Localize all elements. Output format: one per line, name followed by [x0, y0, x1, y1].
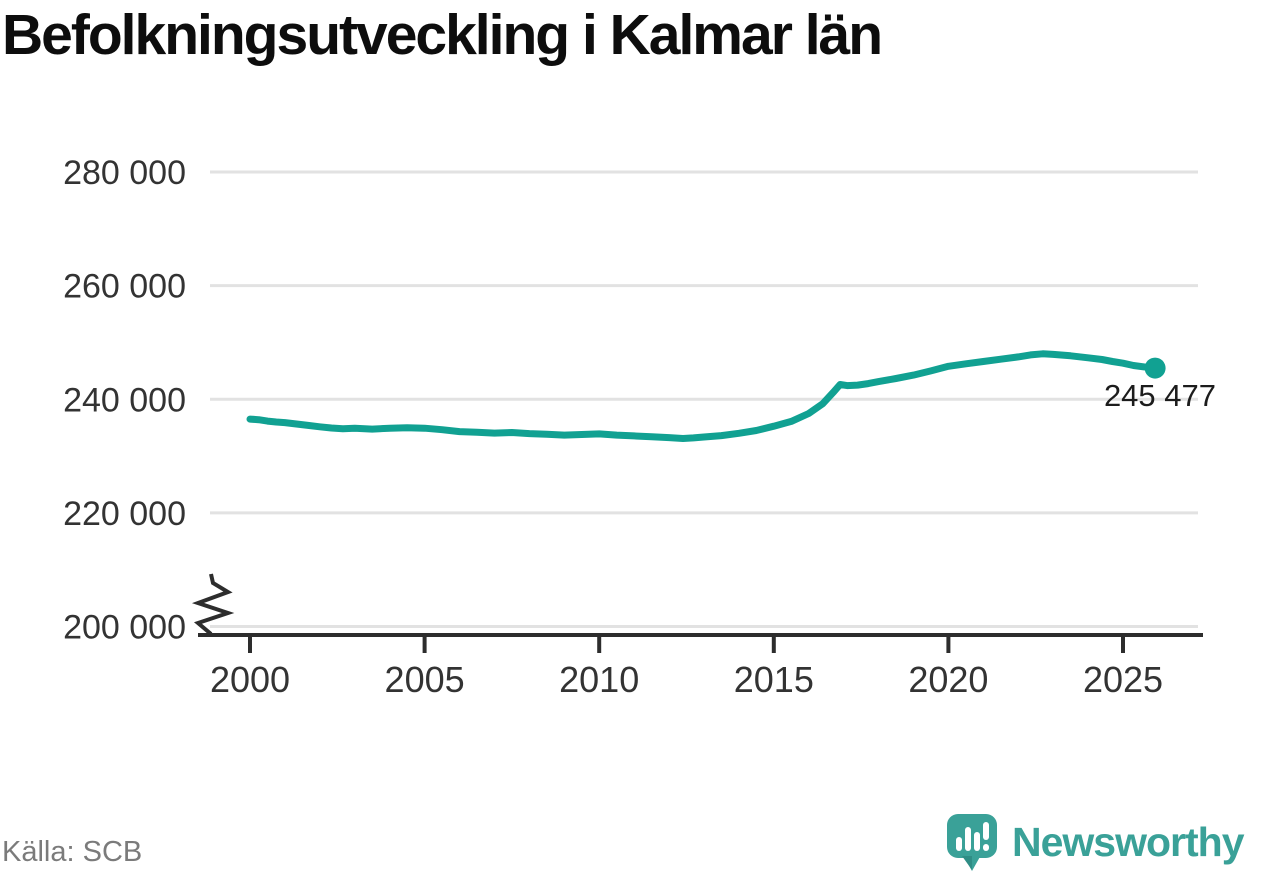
page-title: Befolkningsutveckling i Kalmar län: [2, 3, 883, 67]
x-tick-label: 2025: [1083, 659, 1163, 700]
population-line: [246, 350, 1159, 442]
y-axis-labels: 280 000 260 000 240 000 220 000 200 000: [63, 154, 186, 647]
source-note: Källa: SCB: [2, 836, 143, 868]
y-tick-label: 200 000: [63, 609, 186, 647]
x-axis-ticks: [248, 637, 1125, 653]
newsworthy-logo: Newsworthy: [946, 813, 1244, 872]
x-tick-label: 2000: [210, 659, 290, 700]
end-point-label: 245 477: [1104, 378, 1216, 413]
x-tick-label: 2015: [734, 659, 814, 700]
x-tick-label: 2010: [559, 659, 639, 700]
y-tick-label: 280 000: [63, 154, 186, 192]
axis-break-icon: [191, 573, 235, 636]
newsworthy-wordmark: Newsworthy: [1012, 819, 1244, 865]
gridlines: [210, 170, 1198, 628]
y-tick-label: 240 000: [63, 381, 186, 419]
newsworthy-bubble-chart-icon: [947, 814, 997, 871]
x-tick-label: 2005: [385, 659, 465, 700]
end-point-dot: [1144, 357, 1166, 379]
y-tick-label: 260 000: [63, 268, 186, 306]
x-axis-labels: 2000 2005 2010 2015 2020 2025: [210, 659, 1163, 700]
y-tick-label: 220 000: [63, 495, 186, 533]
x-tick-label: 2020: [908, 659, 988, 700]
